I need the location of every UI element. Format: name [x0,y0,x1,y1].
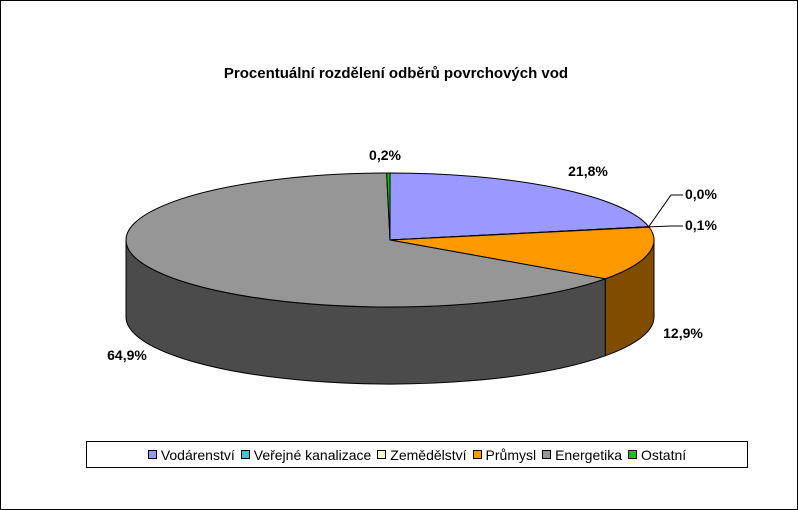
legend-item-verejne-kanalizace: Veřejné kanalizace [240,446,372,463]
data-labels: 21,8% 0,0% 0,1% 12,9% 64,9% 0,2% [107,147,717,363]
legend-item-energetika: Energetika [542,447,622,463]
data-label-prumysl: 12,9% [663,325,703,341]
leader-line-zemedelstvi [648,225,683,228]
chart-title: Procentuální rozdělení odběrů povrchovýc… [224,65,568,82]
legend-label-verejne-kanalizace: Veřejné kanalizace [253,446,372,463]
data-label-ostatni: 0,2% [369,147,401,163]
data-label-verejne-kanalizace: 0,0% [685,186,717,202]
legend-item-zemedelstvi: Zemědělství [377,446,467,463]
leader-lines [648,194,683,228]
legend-swatch-ostatni [628,450,638,459]
legend-swatch-energetika [542,450,552,459]
legend-swatch-vodarenstvi [147,450,157,459]
legend-label-vodarenstvi: Vodárenství [160,446,235,463]
pie-slice-ostatni [386,172,391,241]
data-label-zemedelstvi: 0,1% [685,217,717,233]
legend-label-ostatni: Ostatní [641,446,687,463]
data-label-energetika: 64,9% [107,347,147,363]
legend-item-vodarenstvi: Vodárenství [147,446,235,463]
legend: Vodárenství Veřejné kanalizace Zemědělství… [86,441,748,468]
legend-item-ostatni: Ostatní [628,447,686,463]
pie-slice-vodarenstvi [389,172,650,241]
pie-slices [125,172,655,308]
legend-label-prumysl: Průmysl [485,446,537,463]
legend-item-prumysl: Průmysl [472,446,537,463]
pie-slice-energetika [125,172,608,308]
legend-label-zemedelstvi: Zemědělství [390,446,467,463]
legend-swatch-zemedelstvi [377,450,387,459]
pie-slice-prumysl [389,226,655,280]
legend-label-energetika: Energetika [555,446,623,463]
legend-swatch-verejne-kanalizace [240,450,250,459]
legend-swatch-prumysl [472,450,482,459]
leader-line-verejne-kanalizace [648,194,683,227]
data-label-vodarenstvi: 21,8% [568,163,608,179]
